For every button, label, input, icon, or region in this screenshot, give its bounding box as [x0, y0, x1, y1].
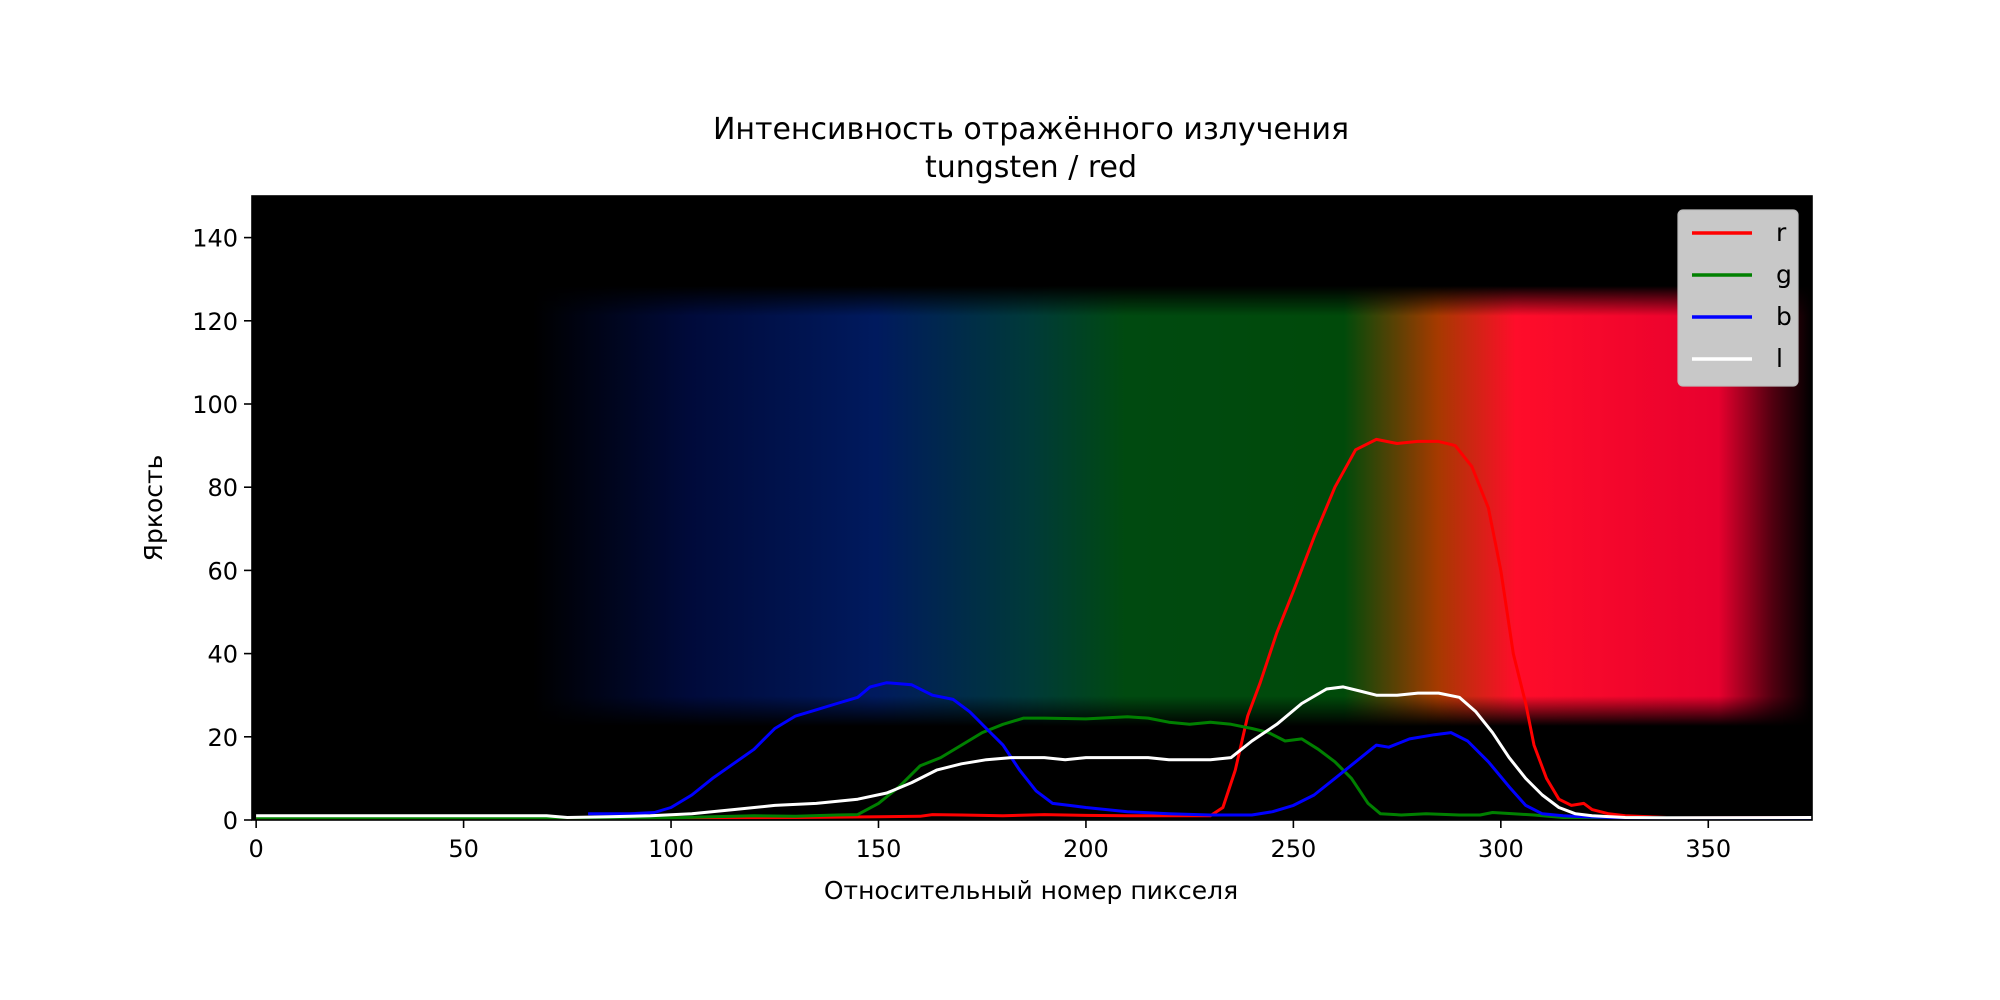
x-axis-label: Относительный номер пикселя — [824, 876, 1238, 905]
spectrum-image — [252, 286, 1812, 726]
y-axis-label: Яркость — [139, 455, 168, 562]
plot-area — [251, 195, 1813, 821]
series-line-r — [256, 437, 1812, 820]
chart-title: Интенсивность отражённого излучения — [713, 112, 1349, 147]
y-tick-label: 120 — [192, 308, 238, 336]
series-line-l — [256, 685, 1812, 820]
x-axis: 0 50 100 150 200 250 300 350 — [249, 820, 1731, 863]
legend-label-r: r — [1776, 218, 1787, 247]
x-tick-label: 100 — [648, 835, 694, 863]
y-tick-label: 0 — [223, 807, 238, 835]
y-tick-label: 140 — [192, 225, 238, 253]
plot-frame — [251, 195, 1813, 821]
legend-box — [1677, 209, 1799, 387]
y-tick-label: 100 — [192, 391, 238, 419]
legend-label-g: g — [1776, 260, 1792, 289]
x-tick-label: 200 — [1063, 835, 1109, 863]
x-tick-label: 250 — [1270, 835, 1316, 863]
y-tick-label: 40 — [207, 641, 238, 669]
series-line-g — [256, 715, 1812, 820]
y-tick-label: 80 — [207, 474, 238, 502]
legend-label-b: b — [1776, 302, 1792, 331]
series-lines — [256, 437, 1812, 820]
x-tick-label: 350 — [1685, 835, 1731, 863]
x-tick-label: 150 — [856, 835, 902, 863]
x-tick-label: 50 — [448, 835, 479, 863]
y-tick-label: 20 — [207, 724, 238, 752]
y-tick-label: 60 — [207, 557, 238, 585]
y-axis: 0 20 40 60 80 100 120 140 — [192, 225, 252, 835]
x-tick-label: 0 — [249, 835, 264, 863]
series-line-b — [588, 681, 1812, 820]
legend-label-l: l — [1776, 344, 1783, 373]
x-tick-label: 300 — [1478, 835, 1524, 863]
chart-subtitle: tungsten / red — [925, 150, 1137, 185]
